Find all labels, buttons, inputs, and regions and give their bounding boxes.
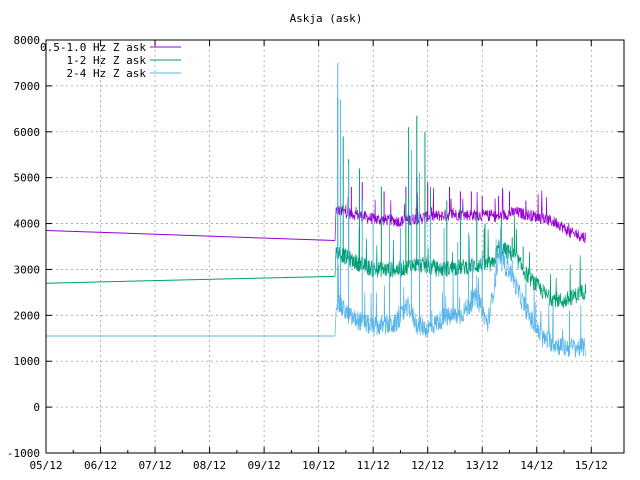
y-tick-label-2: 1000	[14, 355, 41, 368]
series-0-gap-line	[45, 229, 336, 242]
plot-series	[45, 62, 587, 358]
x-tick-label-3: 08/12	[193, 459, 226, 472]
chart-title: Askja (ask)	[290, 12, 363, 25]
x-tick-label-0: 05/12	[29, 459, 62, 472]
series-2-trace	[334, 227, 587, 358]
y-tick-label-4: 3000	[14, 263, 41, 276]
series-1	[45, 97, 587, 309]
x-tick-label-8: 13/12	[466, 459, 499, 472]
x-axis-ticks: 05/12 06/12 07/12 08/12 09/12 10/12 11/12 12/12…	[29, 40, 608, 472]
x-tick-label-9: 14/12	[520, 459, 553, 472]
x-tick-label-7: 12/12	[411, 459, 444, 472]
x-tick-label-5: 10/12	[302, 459, 335, 472]
legend-label-0: 0.5-1.0 Hz Z ask	[40, 41, 146, 54]
x-tick-label-2: 07/12	[138, 459, 171, 472]
y-tick-label-9: 8000	[14, 34, 41, 47]
y-tick-label-6: 5000	[14, 172, 41, 185]
plot-frame	[45, 39, 625, 454]
x-tick-label-4: 09/12	[248, 459, 281, 472]
y-tick-label-8: 7000	[14, 80, 41, 93]
series-0	[45, 163, 587, 244]
x-tick-label-10: 15/12	[575, 459, 608, 472]
series-1-gap-line	[45, 275, 336, 284]
x-tick-label-6: 11/12	[357, 459, 390, 472]
y-tick-label-5: 4000	[14, 218, 41, 231]
y-tick-label-3: 2000	[14, 309, 41, 322]
series-2	[46, 62, 587, 358]
x-tick-label-1: 06/12	[84, 459, 117, 472]
legend-label-2: 2-4 Hz Z ask	[67, 67, 147, 80]
legend-label-1: 1-2 Hz Z ask	[67, 54, 147, 67]
legend: 0.5-1.0 Hz Z ask 1-2 Hz Z ask 2-4 Hz Z a…	[40, 41, 181, 80]
y-tick-label-1: 0	[33, 401, 40, 414]
y-axis-ticks: -1000 0 1000 2000 3000 4000 5000 6000 7000 8000	[7, 34, 624, 460]
grid-lines	[46, 40, 624, 453]
y-tick-label-0: -1000	[7, 447, 40, 460]
y-tick-label-7: 6000	[14, 126, 41, 139]
